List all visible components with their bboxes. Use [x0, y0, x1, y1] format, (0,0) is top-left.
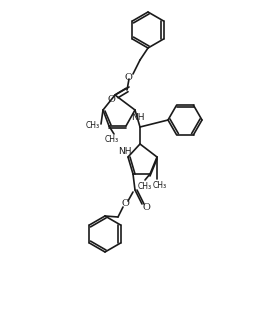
Text: NH: NH: [131, 112, 145, 121]
Text: O: O: [142, 203, 150, 212]
Text: O: O: [107, 94, 115, 103]
Text: CH₃: CH₃: [153, 181, 167, 190]
Text: O: O: [124, 72, 132, 81]
Text: O: O: [121, 200, 129, 209]
Text: CH₃: CH₃: [105, 135, 119, 144]
Text: NH: NH: [118, 147, 132, 156]
Text: CH₃: CH₃: [86, 120, 100, 129]
Text: CH₃: CH₃: [138, 182, 152, 191]
